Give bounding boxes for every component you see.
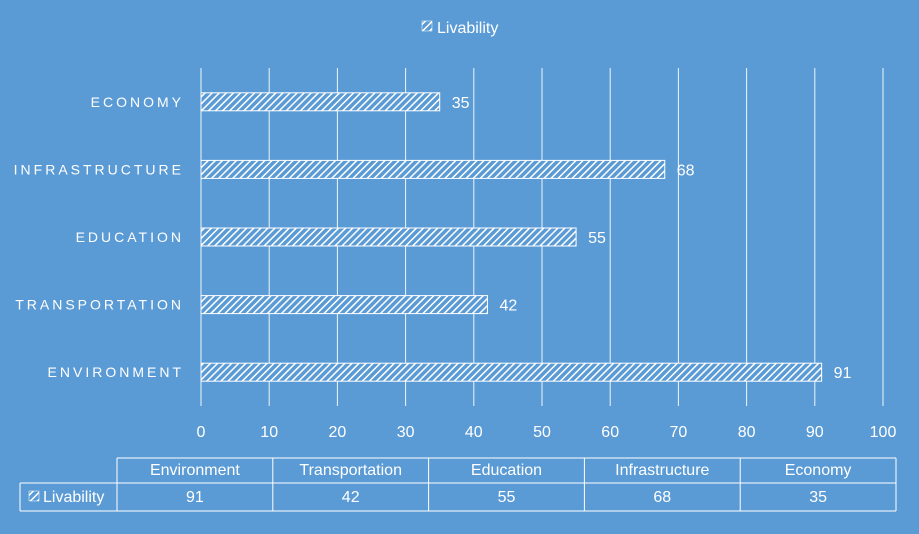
x-tick-label: 60 [601, 424, 619, 441]
data-label: 35 [452, 95, 470, 112]
bar [200, 295, 488, 315]
bar [200, 227, 577, 247]
table-value-cell: 68 [653, 489, 671, 506]
table-value-cell: 55 [498, 489, 516, 506]
table-header-cell: Economy [785, 462, 852, 479]
data-label: 91 [834, 365, 852, 382]
category-label: ECONOMY [91, 94, 184, 110]
table-header-cell: Environment [150, 462, 240, 479]
category-label: ENVIRONMENT [48, 364, 184, 380]
table-header-cell: Infrastructure [615, 462, 709, 479]
category-label: INFRASTRUCTURE [14, 161, 184, 177]
x-tick-label: 50 [533, 424, 551, 441]
data-table: Environment 91 Transportation 42 Education 55… [19, 457, 897, 512]
bars: 91 42 55 68 35 [200, 92, 852, 382]
data-label: 68 [677, 162, 695, 179]
x-tick-label: 20 [329, 424, 347, 441]
table-value-cell: 42 [342, 489, 360, 506]
x-tick-label: 0 [197, 424, 206, 441]
category-label: EDUCATION [76, 229, 184, 245]
data-label: 55 [588, 230, 606, 247]
category-labels: ENVIRONMENT TRANSPORTATION EDUCATION INFRAS… [14, 94, 184, 380]
x-tick-label: 40 [465, 424, 483, 441]
category-label: TRANSPORTATION [15, 297, 184, 313]
legend-swatch [421, 20, 433, 32]
data-label: 42 [499, 298, 517, 315]
x-tick-label: 30 [397, 424, 415, 441]
x-tick-label: 100 [870, 424, 897, 441]
table-series-label: Livability [43, 489, 104, 506]
legend: Livability [421, 20, 498, 37]
table-legend-swatch [28, 490, 40, 502]
x-tick-label: 10 [260, 424, 278, 441]
x-axis-ticks: 0 10 20 30 40 50 60 70 80 90 100 [197, 424, 897, 441]
x-tick-label: 80 [738, 424, 756, 441]
legend-label: Livability [437, 20, 498, 37]
table-header-cell: Transportation [299, 462, 402, 479]
table-value-cell: 91 [186, 489, 204, 506]
table-value-cell: 35 [809, 489, 827, 506]
bar [200, 92, 441, 112]
table-header-cell: Education [471, 462, 542, 479]
bar [200, 362, 823, 382]
bar [200, 159, 666, 179]
x-tick-label: 90 [806, 424, 824, 441]
x-tick-label: 70 [670, 424, 688, 441]
